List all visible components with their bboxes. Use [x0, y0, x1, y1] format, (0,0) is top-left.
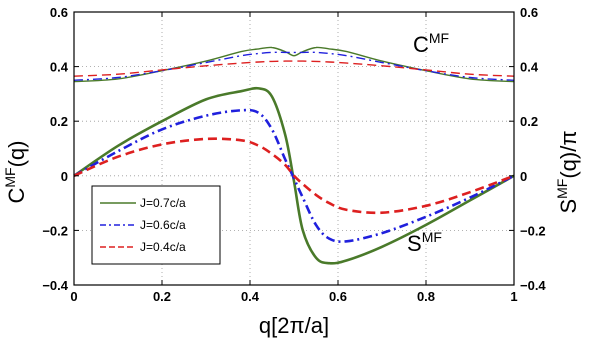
series-2-s-line	[73, 137, 515, 215]
series-1-s-line	[73, 108, 515, 243]
y-tick-label-left-0: −0.4	[42, 278, 68, 293]
y-tick-label-left-5: 0.6	[50, 5, 68, 20]
x-tick-label-0: 0	[70, 289, 77, 304]
legend-label-2: J=0.4c/a	[140, 240, 186, 254]
series-lines	[73, 46, 515, 265]
y-tick-label-right-2: 0	[520, 169, 527, 184]
series-1-c-line	[73, 51, 515, 81]
series-2-c-line	[73, 60, 515, 77]
y-axis-label-right: SMF(q)/π	[554, 130, 581, 213]
y-tick-label-left-4: 0.4	[50, 60, 69, 75]
plot-frame	[73, 11, 515, 286]
x-tick-label-5: 1	[510, 289, 517, 304]
x-tick-label-3: 0.6	[329, 289, 347, 304]
y-tick-label-right-4: 0.4	[520, 60, 539, 75]
y-tick-label-right-0: −0.4	[520, 278, 546, 293]
x-tick-label-2: 0.4	[241, 289, 260, 304]
y-axis-label-left: CMF(q)	[2, 141, 29, 204]
axis-ticks: 0 0.2 0.4 0.6 0.8 1−0.4 −0.4−0.2 −0.20 00.2 0.20.…	[42, 5, 546, 304]
series-0-c-line	[73, 46, 515, 83]
y-tick-label-left-1: −0.2	[42, 223, 68, 238]
annotation-s-mf: SMF	[407, 229, 442, 256]
series-0-s-line	[73, 86, 515, 265]
legend-label-0: J=0.7c/a	[140, 196, 186, 210]
y-tick-label-left-3: 0.2	[50, 114, 68, 129]
y-tick-label-right-1: −0.2	[520, 223, 546, 238]
legend: J=0.7c/a J=0.6c/a J=0.4c/a	[91, 185, 221, 265]
legend-label-1: J=0.6c/a	[140, 218, 186, 232]
y-tick-label-left-2: 0	[61, 169, 68, 184]
x-axis-label: q[2π/a]	[259, 313, 329, 338]
legend-box	[91, 185, 221, 265]
x-tick-label-1: 0.2	[153, 289, 171, 304]
x-tick-label-4: 0.8	[417, 289, 435, 304]
annotation-c-mf: CMF	[413, 30, 449, 57]
y-tick-label-right-3: 0.2	[520, 114, 538, 129]
y-tick-label-right-5: 0.6	[520, 5, 538, 20]
